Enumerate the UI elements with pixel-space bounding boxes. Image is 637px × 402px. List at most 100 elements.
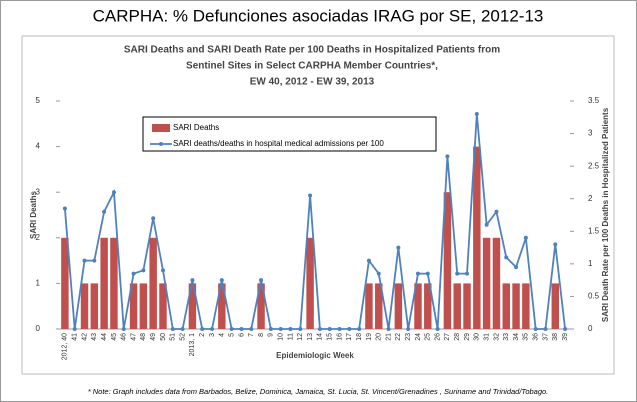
marker xyxy=(415,271,420,276)
x-tick-label: 21 xyxy=(385,333,392,341)
bar xyxy=(149,237,157,329)
marker xyxy=(121,327,126,331)
x-tick-label: 2012, 40 xyxy=(62,333,69,360)
x-tick-label: 39 xyxy=(562,333,569,341)
x-tick-label: 13 xyxy=(307,333,314,341)
x-tick-label: 20 xyxy=(376,333,383,341)
x-tick-label: 23 xyxy=(405,333,412,341)
x-tick-label: 17 xyxy=(346,333,353,341)
x-tick-label: 47 xyxy=(130,333,137,341)
bar xyxy=(375,283,383,329)
marker xyxy=(366,258,371,263)
x-tick-label: 6 xyxy=(238,333,245,337)
marker xyxy=(288,327,293,331)
footnote: * Note: Graph includes data from Barbado… xyxy=(88,387,549,396)
marker xyxy=(376,271,381,276)
x-tick-label: 32 xyxy=(493,333,500,341)
bar xyxy=(129,283,138,329)
x-tick-label: 15 xyxy=(327,333,334,341)
legend-swatch xyxy=(152,124,170,132)
marker xyxy=(111,190,116,195)
marker xyxy=(474,112,479,117)
bar xyxy=(139,283,148,329)
marker xyxy=(308,193,313,198)
marker xyxy=(180,327,185,331)
marker xyxy=(200,327,205,331)
marker xyxy=(337,327,342,331)
marker xyxy=(494,209,499,214)
marker xyxy=(229,327,234,331)
bar xyxy=(414,283,422,329)
marker xyxy=(102,209,107,214)
line xyxy=(64,113,566,330)
marker xyxy=(435,327,440,331)
bar xyxy=(188,283,197,329)
marker xyxy=(278,327,283,331)
x-tick-label: 44 xyxy=(101,333,108,341)
bar xyxy=(463,283,471,329)
marker xyxy=(190,278,195,283)
x-tick-label: 16 xyxy=(336,333,343,341)
marker xyxy=(92,258,97,263)
y2-tick-label: 3.5 xyxy=(588,96,600,105)
bar xyxy=(512,283,520,329)
y2-tick-label: 1 xyxy=(588,259,593,268)
marker xyxy=(239,327,244,331)
bar xyxy=(110,237,118,329)
marker xyxy=(62,206,67,211)
bar xyxy=(61,237,69,329)
x-tick-label: 10 xyxy=(278,333,285,341)
marker xyxy=(523,235,528,240)
x-tick-label: 42 xyxy=(81,333,88,341)
header: CARPHA: % Defunciones asociadas IRAG por… xyxy=(93,6,544,25)
marker xyxy=(396,245,401,250)
x-tick-label: 28 xyxy=(454,333,461,341)
x-tick-label: 52 xyxy=(179,333,186,341)
x-tick-label: 37 xyxy=(542,333,549,341)
x-tick-label: 14 xyxy=(317,333,324,341)
marker xyxy=(151,216,156,221)
marker xyxy=(210,327,215,331)
x-tick-label: 51 xyxy=(170,333,177,341)
x-tick-label: 46 xyxy=(121,333,128,341)
x-tick-label: 11 xyxy=(287,333,294,340)
x-tick-label: 25 xyxy=(425,333,432,341)
bar xyxy=(522,283,530,329)
bar xyxy=(90,283,99,329)
y-axis-title: SARI Deaths xyxy=(29,190,38,239)
y2-tick-label: 2 xyxy=(588,194,593,203)
chart-title: Sentinel Sites in Select CARPHA Member C… xyxy=(186,61,438,72)
marker xyxy=(553,242,558,247)
marker xyxy=(386,327,391,331)
x-tick-label: 5 xyxy=(228,333,235,337)
y-tick-label: 4 xyxy=(36,142,41,151)
y2-tick-label: 3 xyxy=(588,129,593,138)
x-tick-label: 22 xyxy=(395,333,402,341)
x-tick-label: 29 xyxy=(464,333,471,341)
x-tick-label: 43 xyxy=(91,333,98,341)
y-tick-label: 1 xyxy=(36,279,41,288)
marker xyxy=(465,271,470,276)
marker xyxy=(249,327,254,331)
marker xyxy=(484,222,489,227)
x-tick-label: 35 xyxy=(523,333,530,341)
bar xyxy=(453,283,461,329)
x-tick-label: 36 xyxy=(533,333,540,341)
x-tick-label: 2013, 1 xyxy=(189,333,196,356)
bar xyxy=(473,146,481,329)
bar xyxy=(492,237,501,329)
marker xyxy=(347,327,352,331)
x-tick-label: 3 xyxy=(209,333,216,337)
x-tick-label: 38 xyxy=(552,333,559,341)
bar xyxy=(365,283,373,329)
x-tick-label: 4 xyxy=(219,333,226,337)
x-tick-label: 31 xyxy=(483,333,490,341)
bar xyxy=(80,283,89,329)
marker xyxy=(141,268,146,273)
x-tick-label: 41 xyxy=(72,333,79,341)
bar xyxy=(306,237,314,329)
x-tick-label: 33 xyxy=(503,333,510,341)
x-tick-label: 7 xyxy=(248,333,255,337)
x-tick-label: 2 xyxy=(199,333,206,337)
y-tick-label: 2 xyxy=(36,233,41,242)
